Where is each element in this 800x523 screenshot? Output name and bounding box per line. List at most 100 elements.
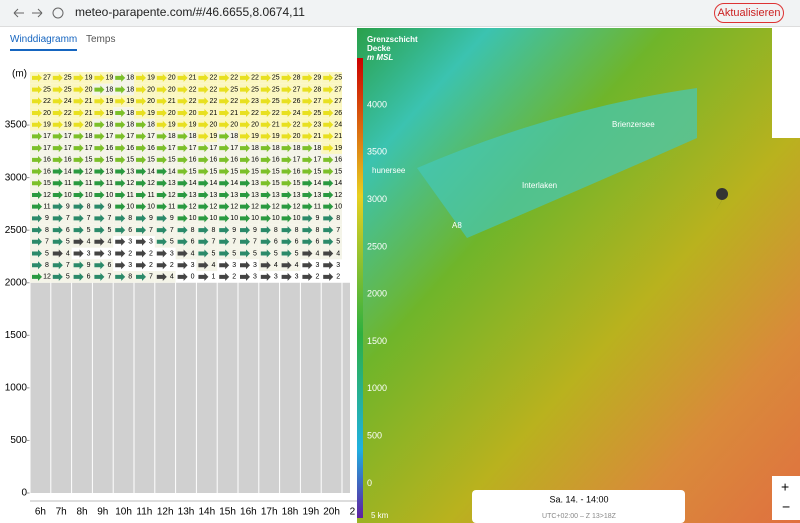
wind-arrow [32, 237, 42, 246]
wind-speed: 3 [232, 262, 236, 269]
wind-arrow [260, 144, 271, 153]
wind-speed: 5 [232, 250, 236, 257]
wind-speed: 13 [272, 192, 280, 199]
wind-speed: 6 [274, 239, 278, 246]
wind-speed: 12 [168, 192, 176, 199]
wind-speed: 17 [43, 133, 51, 140]
wind-speed: 27 [43, 75, 51, 82]
wind-arrow [32, 132, 42, 141]
wind-arrow [198, 73, 209, 82]
wind-arrow [198, 214, 209, 223]
wind-speed: 19 [106, 75, 114, 82]
wind-arrow [136, 155, 146, 164]
side-controls[interactable] [772, 28, 800, 138]
zoom-out[interactable]: − [782, 499, 790, 515]
hour-label: 11h [136, 507, 152, 518]
wind-speed: 8 [274, 227, 278, 234]
wind-arrow [177, 214, 188, 223]
scale-bar: 5 km [371, 511, 389, 520]
update-button[interactable]: Aktualisieren [714, 3, 784, 23]
hour-label: 14h [198, 507, 215, 518]
wind-speed: 6 [128, 227, 132, 234]
wind-arrow [219, 144, 230, 153]
y-tick-label: 2000 [5, 277, 28, 288]
wind-arrow [323, 108, 334, 117]
wind-speed: 25 [272, 86, 280, 93]
wind-arrow [281, 214, 292, 223]
wind-speed: 19 [210, 133, 218, 140]
wind-arrow [73, 179, 84, 188]
wind-speed: 2 [336, 274, 340, 281]
wind-speed: 16 [43, 157, 51, 164]
wind-speed: 20 [85, 122, 93, 129]
wind-arrow [115, 249, 126, 258]
wind-speed: 22 [210, 86, 218, 93]
wind-arrow [240, 202, 250, 211]
wind-arrow [260, 202, 271, 211]
wind-speed: 19 [251, 133, 259, 140]
wind-arrow [73, 226, 84, 235]
wind-speed: 17 [314, 157, 322, 164]
hour-label: 20h [323, 507, 340, 518]
wind-arrow [156, 214, 167, 223]
wind-arrow [52, 73, 63, 82]
wind-arrow [198, 167, 209, 176]
wind-speed: 20 [230, 122, 238, 129]
wind-arrow [115, 132, 126, 141]
wind-speed: 21 [168, 98, 176, 105]
wind-arrow [52, 132, 63, 141]
wind-speed: 14 [334, 180, 342, 187]
wind-speed: 15 [272, 168, 280, 175]
wind-arrow [219, 249, 230, 258]
wind-arrow [32, 272, 42, 281]
wind-speed: 10 [64, 192, 72, 199]
time-control[interactable] [472, 490, 685, 523]
wind-arrow [115, 108, 126, 117]
wind-speed: 8 [191, 227, 195, 234]
wind-speed: 14 [230, 180, 238, 187]
wind-arrow [52, 272, 63, 281]
wind-arrow [177, 167, 188, 176]
map-title: Decke [367, 44, 391, 53]
wind-arrow [198, 249, 209, 258]
tab[interactable]: Temps [86, 34, 116, 45]
wind-arrow [32, 226, 42, 235]
wind-arrow [156, 155, 167, 164]
wind-arrow [198, 237, 209, 246]
wind-speed: 3 [87, 250, 91, 257]
wind-arrow [73, 132, 84, 141]
wind-speed: 12 [189, 203, 197, 210]
tab[interactable]: Winddiagramm [10, 34, 78, 51]
wind-speed: 10 [85, 192, 93, 199]
y-tick-label: 1000 [5, 383, 28, 394]
wind-arrow [52, 179, 63, 188]
wind-speed: 3 [191, 262, 195, 269]
wind-arrow [156, 179, 167, 188]
wind-arrow [94, 167, 105, 176]
wind-speed: 18 [147, 122, 155, 129]
wind-speed: 3 [315, 262, 319, 269]
wind-arrow [115, 272, 126, 281]
wind-speed: 11 [85, 180, 92, 187]
wind-arrow [323, 249, 334, 258]
wind-arrow [32, 155, 42, 164]
zoom-in[interactable]: + [781, 479, 789, 495]
zoom-controls[interactable] [772, 476, 800, 520]
wind-speed: 10 [230, 215, 238, 222]
url[interactable]: meteo-parapente.com/#/46.6655,8.0674,11 [75, 5, 305, 19]
wind-arrow [260, 261, 271, 270]
wind-arrow [94, 272, 105, 281]
wind-speed: 10 [210, 215, 218, 222]
wind-arrow [281, 272, 292, 281]
wind-arrow [73, 120, 84, 129]
wind-speed: 5 [107, 227, 111, 234]
wind-arrow [94, 202, 105, 211]
wind-speed: 2 [170, 262, 174, 269]
wind-speed: 20 [85, 86, 93, 93]
wind-arrow [240, 226, 250, 235]
wind-speed: 25 [251, 86, 259, 93]
below-ground [30, 282, 350, 493]
wind-speed: 16 [43, 168, 51, 175]
wind-speed: 18 [126, 86, 134, 93]
wind-speed: 21 [230, 110, 238, 117]
